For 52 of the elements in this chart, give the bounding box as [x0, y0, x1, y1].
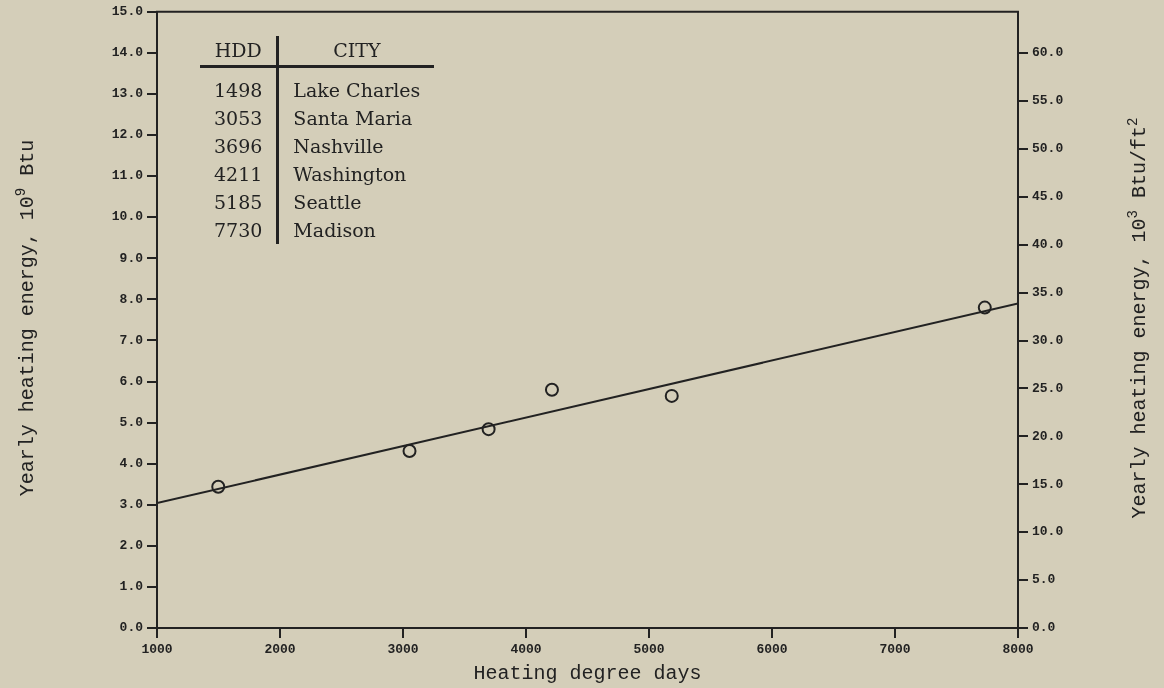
y-tick-label: 10.0	[111, 209, 144, 225]
y-tick-label: 13.0	[111, 86, 144, 102]
y2-tick-label: 40.0	[1032, 236, 1064, 252]
annotation: 3053	[213, 106, 264, 131]
annotation: 1498	[213, 78, 264, 103]
annotation: Lake Charles	[277, 76, 435, 104]
annotation: Washington	[277, 160, 435, 188]
y-tick-label: 4.0	[119, 455, 144, 471]
x-tick-label: 6000	[756, 642, 788, 658]
y2-tick-label: 25.0	[1032, 380, 1064, 396]
annotation: 7730	[213, 218, 264, 243]
x-tick-label: 2000	[264, 642, 296, 658]
y-tick-label: 11.0	[111, 168, 144, 184]
y-tick-label: 9.0	[119, 250, 144, 266]
y2-tick-label: 50.0	[1032, 141, 1064, 157]
y2-tick-label: 0.0	[1032, 620, 1056, 636]
y2-tick-label: 20.0	[1032, 428, 1064, 444]
x-axis-title: Heating degree days	[473, 662, 702, 686]
annotation: 4211	[213, 162, 264, 187]
y-tick-label: 1.0	[119, 579, 144, 595]
x-tick-label: 8000	[1002, 642, 1034, 658]
y-tick-label: 15.0	[111, 4, 144, 20]
annotation: Madison	[277, 216, 435, 244]
y-tick-label: 8.0	[119, 291, 144, 307]
annotation: 3696	[213, 134, 264, 159]
x-tick-label: 4000	[510, 642, 542, 658]
y2-tick-label: 60.0	[1032, 45, 1064, 61]
annotation: HDD	[200, 36, 278, 67]
y-tick-label: 3.0	[119, 497, 144, 513]
annotation: 5185	[213, 190, 264, 215]
y-tick-label: 14.0	[111, 45, 144, 61]
y-tick-label: 6.0	[119, 373, 144, 389]
x-tick-label: 5000	[633, 642, 665, 658]
y-tick-label: 2.0	[119, 538, 144, 554]
annotation: Santa Maria	[277, 104, 435, 132]
y2-tick-label: 35.0	[1032, 284, 1064, 300]
y-tick-label: 0.0	[119, 620, 144, 636]
y-tick-label: 7.0	[119, 332, 144, 348]
x-tick-label: 7000	[879, 642, 911, 658]
annotation: Seattle	[277, 188, 435, 216]
y2-tick-label: 10.0	[1032, 524, 1064, 540]
y2-tick-label: 5.0	[1032, 572, 1056, 588]
y2-tick-label: 45.0	[1032, 189, 1064, 205]
y-tick-label: 5.0	[119, 414, 144, 430]
y-tick-label: 12.0	[111, 127, 144, 143]
y2-tick-label: 30.0	[1032, 332, 1064, 348]
y2-tick-label: 55.0	[1032, 93, 1064, 109]
annotation: CITY	[277, 36, 435, 67]
annotation: Nashville	[277, 132, 435, 160]
y2-tick-label: 15.0	[1032, 476, 1064, 492]
x-tick-label: 3000	[387, 642, 419, 658]
x-tick-label: 1000	[141, 642, 173, 658]
